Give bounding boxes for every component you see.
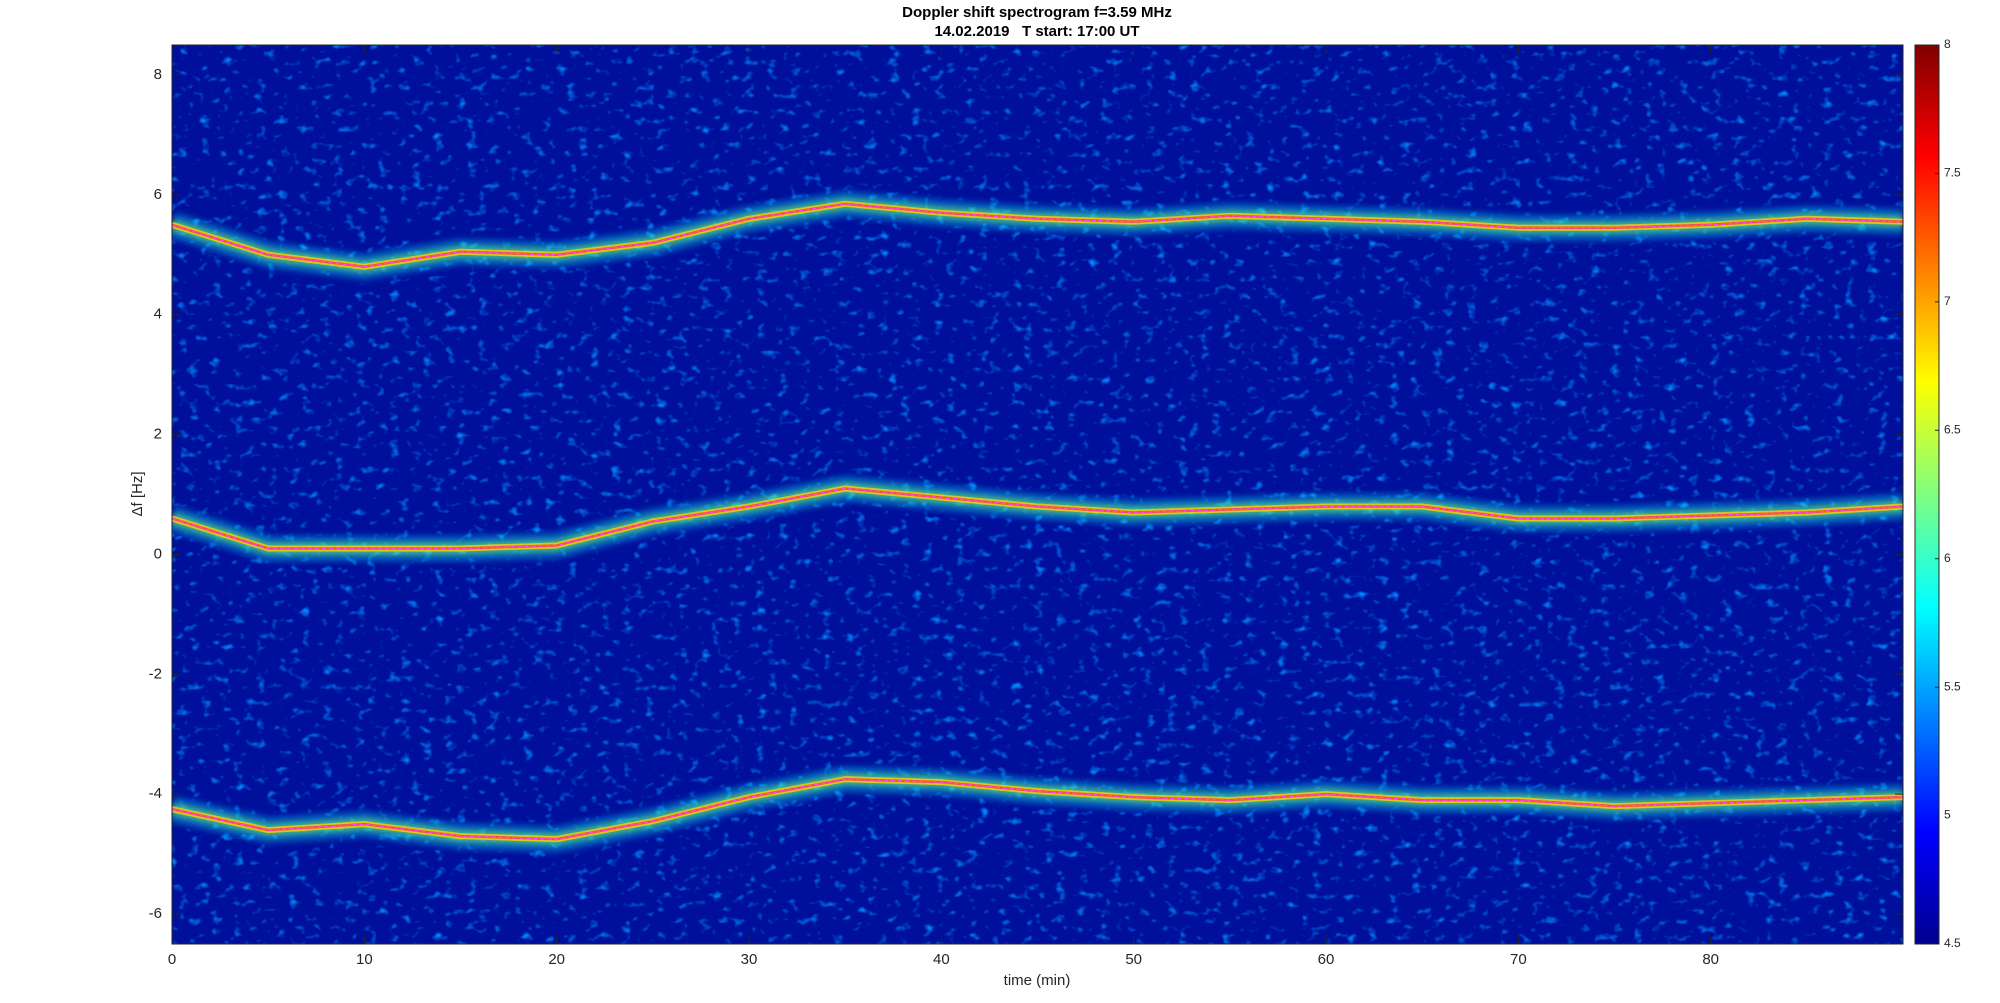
traces [172, 190, 1903, 853]
trace-line [172, 487, 1903, 550]
x-tick-label: 10 [356, 951, 373, 968]
y-tick-label: -6 [149, 905, 162, 922]
colorbar-tick-label: 8 [1944, 37, 1951, 51]
y-tick-label: 2 [154, 426, 162, 443]
y-tick-label: 6 [154, 186, 162, 203]
colorbar-tick-label: 7.5 [1944, 166, 1961, 180]
y-tick-label: -2 [149, 665, 162, 682]
colorbar-tick-label: 5 [1944, 808, 1951, 822]
x-tick-label: 30 [741, 951, 758, 968]
colorbar-tick-label: 5.5 [1944, 679, 1961, 693]
x-tick-label: 70 [1510, 951, 1527, 968]
y-tick-label: 8 [154, 66, 162, 83]
x-tick-label: 60 [1318, 951, 1335, 968]
colorbar-tick-label: 6 [1944, 551, 1951, 565]
colorbar-ticks: 4.5 5 5.5 6 6.5 7 7.5 8 [1935, 37, 1961, 950]
x-axis-label: time (min) [1004, 972, 1071, 989]
chart-title: Doppler shift spectrogram f=3.59 MHz [902, 4, 1172, 21]
x-tick-label: 40 [933, 951, 950, 968]
y-tick-label: 4 [154, 306, 162, 323]
y-tick-label: 0 [154, 545, 162, 562]
y-tick-label: -4 [149, 785, 162, 802]
trace-line [172, 203, 1903, 268]
colorbar-tick-label: 4.5 [1944, 936, 1961, 950]
x-tick-label: 80 [1702, 951, 1719, 968]
x-tick-label: 0 [168, 951, 176, 968]
colorbar-tick-label: 7 [1944, 294, 1951, 308]
x-tick-label: 50 [1125, 951, 1142, 968]
plot-frame [171, 44, 1904, 945]
trace-line [172, 778, 1903, 840]
x-tick-label: 20 [548, 951, 565, 968]
colorbar-tick-label: 6.5 [1944, 422, 1961, 436]
y-axis-label: Δf [Hz] [129, 471, 146, 516]
chart-subtitle: 14.02.2019 T start: 17:00 UT [934, 23, 1139, 40]
colorbar [1914, 44, 1940, 945]
